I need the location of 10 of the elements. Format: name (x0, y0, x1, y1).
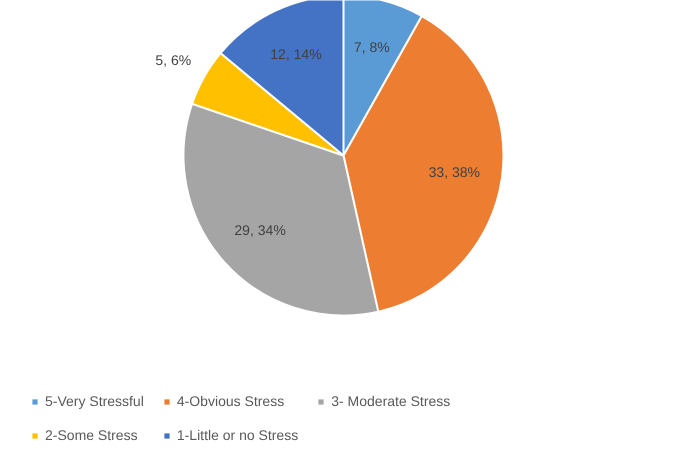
data-label: 33, 38% (428, 164, 480, 180)
data-label: 12, 14% (270, 46, 322, 62)
data-label: 5, 6% (155, 52, 192, 68)
legend-label: 4-Obvious Stress (176, 393, 284, 409)
legend-label: 5-Very Stressful (45, 393, 144, 409)
legend-label: 1-Little or no Stress (176, 427, 298, 443)
legend-label: 2-Some Stress (45, 427, 138, 443)
legend-label: 3- Moderate Stress (331, 393, 450, 409)
data-label: 29, 34% (234, 222, 286, 238)
data-label: 7, 8% (354, 39, 390, 56)
